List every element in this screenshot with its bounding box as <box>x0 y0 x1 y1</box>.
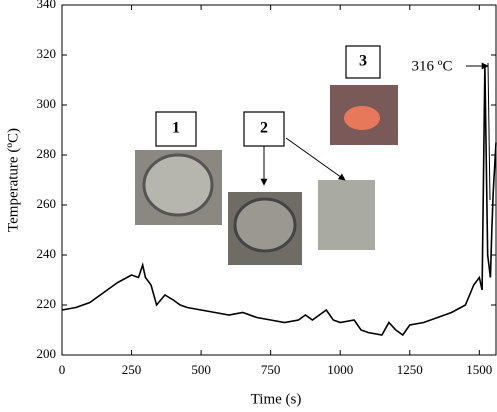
y-axis-label: Temperature (ºC) <box>5 128 21 232</box>
x-tick-label: 1250 <box>397 362 423 377</box>
y-tick-label: 340 <box>37 0 57 11</box>
arrow <box>285 137 346 181</box>
plot-frame <box>61 4 497 356</box>
annotation: 2 <box>260 120 268 137</box>
annotation-box <box>155 111 197 147</box>
y-tick-label: 260 <box>37 196 57 211</box>
annotation: 316 ºC <box>412 58 453 74</box>
y-tick-label: 200 <box>37 346 57 361</box>
y-tick-label: 280 <box>37 146 57 161</box>
x-tick-label: 250 <box>122 362 142 377</box>
y-tick-label: 320 <box>37 46 57 61</box>
data-line <box>61 64 497 337</box>
photo-detail <box>233 197 297 253</box>
annotation-box <box>345 45 381 79</box>
x-axis-label: Time (s) <box>251 391 302 407</box>
y-tick-label: 300 <box>37 96 57 111</box>
x-tick-label: 0 <box>59 362 66 377</box>
x-tick-label: 500 <box>191 362 211 377</box>
x-tick-label: 1000 <box>327 362 353 377</box>
arrow <box>487 62 491 201</box>
x-tick-label: 1500 <box>466 362 492 377</box>
annotation: 1 <box>172 120 180 137</box>
y-tick-label: 240 <box>37 246 57 261</box>
annotation: 3 <box>359 53 367 70</box>
y-tick-label: 220 <box>37 296 57 311</box>
annotation-box <box>243 111 285 147</box>
photo-detail <box>344 106 380 130</box>
x-tick-label: 750 <box>261 362 281 377</box>
photo <box>318 180 375 250</box>
photo-detail <box>142 153 214 217</box>
